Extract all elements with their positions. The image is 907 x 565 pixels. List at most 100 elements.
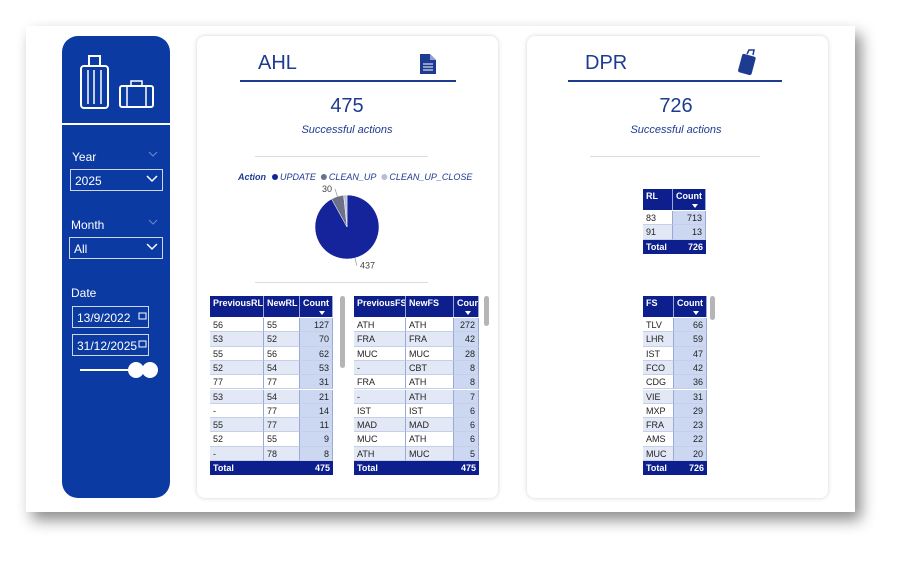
table-cell: 11 [300,418,333,433]
table-cell: 5 [454,446,479,461]
total-value: 726 [673,239,706,254]
separator [255,282,428,283]
table-cell: IST [406,403,454,419]
table-cell: FRA [354,375,406,390]
table-cell: - [210,403,264,419]
table-cell: 70 [300,332,333,347]
table-cell: MUC [354,432,406,447]
table-cell: 53 [300,360,333,376]
column-header: Count [674,296,707,317]
table-cell: 54 [264,360,300,376]
table-cell: ATH [354,446,406,461]
table-cell: 6 [454,418,479,433]
table-cell: 78 [264,446,300,461]
legend-label: CLEAN_UP_CLOSE [389,172,473,182]
table-cell: 28 [454,346,479,361]
table-cell: 77 [210,375,264,390]
date-slider[interactable] [62,290,170,390]
table-cell: MUC [406,446,454,461]
total-value: 475 [300,461,333,476]
date-end[interactable]: 31/12/2025 [72,334,149,356]
table-cell: MUC [406,346,454,361]
table-cell: LHR [643,332,674,347]
column-header: PreviousRL [210,296,264,317]
table-cell: MAD [354,418,406,433]
table-cell: 36 [674,375,707,390]
scrollbar[interactable] [340,296,345,368]
data-label: 437 [360,261,375,271]
total-label: Total [354,461,454,476]
table-cell: ATH [406,389,454,404]
table-cell: 52 [264,332,300,347]
total-value: 726 [674,461,707,476]
table-cell: 6 [454,432,479,447]
sort-arrow [693,311,699,315]
column-header: FS [643,296,674,317]
table-cell: MUC [354,346,406,361]
suitcase-icon [738,49,756,76]
sort-arrow [465,311,471,315]
legend-label: CLEAN_UP [329,172,377,182]
column-header: NewRL [264,296,300,317]
table-cell: 59 [674,332,707,347]
table-cell: 6 [454,403,479,419]
table-cell: FRA [406,332,454,347]
ahl-total: 475 [330,95,364,117]
pie-chart: Action UPDATE CLEAN_UP CLEAN_UP_CLOSE 437 30 [237,172,473,271]
underline [240,80,456,82]
year-label: Year [72,150,97,164]
table-cell: 42 [674,360,707,376]
column-header: PreviousFS [354,296,406,317]
table-cell: 20 [674,446,707,461]
table-cell: 31 [300,375,333,390]
table-cell: IST [354,403,406,419]
divider [62,123,170,125]
total-label: Total [643,239,673,254]
table-cell: 13 [673,225,706,240]
table-cell: 83 [643,211,673,226]
table-cell: 8 [300,446,333,461]
chevrons [146,151,158,251]
table-cell: AMS [643,432,674,447]
scrollbar[interactable] [484,296,489,326]
table-cell: CBT [406,360,454,376]
legend-swatch [381,174,388,180]
table-cell: TLV [643,318,674,333]
column-header: Count [454,296,479,317]
pie-slice [343,194,348,228]
table-cell: FRA [643,418,674,433]
table-cell: 9 [300,432,333,447]
table-cell: 53 [210,389,264,404]
table-cell: 53 [210,332,264,347]
scrollbar[interactable] [710,296,715,320]
table-cell: 8 [454,360,479,376]
leader-line [334,188,338,197]
table-cell: FCO [643,360,674,376]
table-cell: 42 [454,332,479,347]
table-cell: 62 [300,346,333,361]
table-cell: - [210,446,264,461]
separator [590,156,760,157]
dpr-title: DPR [585,52,628,74]
date-start[interactable]: 13/9/2022 [72,306,149,328]
table-cell: ATH [406,318,454,333]
separator [255,156,428,157]
table-cell: 272 [454,318,479,333]
table-cell: - [354,360,406,376]
table-cell: 55 [210,346,264,361]
sort-arrow [319,311,325,315]
table-cell: 56 [210,318,264,333]
ahl-title: AHL [258,52,297,74]
table-cell: 14 [300,403,333,419]
date-label: Date [71,286,97,300]
table-cell: ATH [406,432,454,447]
table-cell: 77 [264,418,300,433]
month-dropdown[interactable]: All [69,237,163,259]
legend-swatch [320,174,327,180]
column-header: NewFS [406,296,454,317]
year-dropdown[interactable]: 2025 [70,169,163,191]
table-cell: 91 [643,225,673,240]
month-label: Month [71,218,105,232]
legend-swatch [272,174,278,180]
